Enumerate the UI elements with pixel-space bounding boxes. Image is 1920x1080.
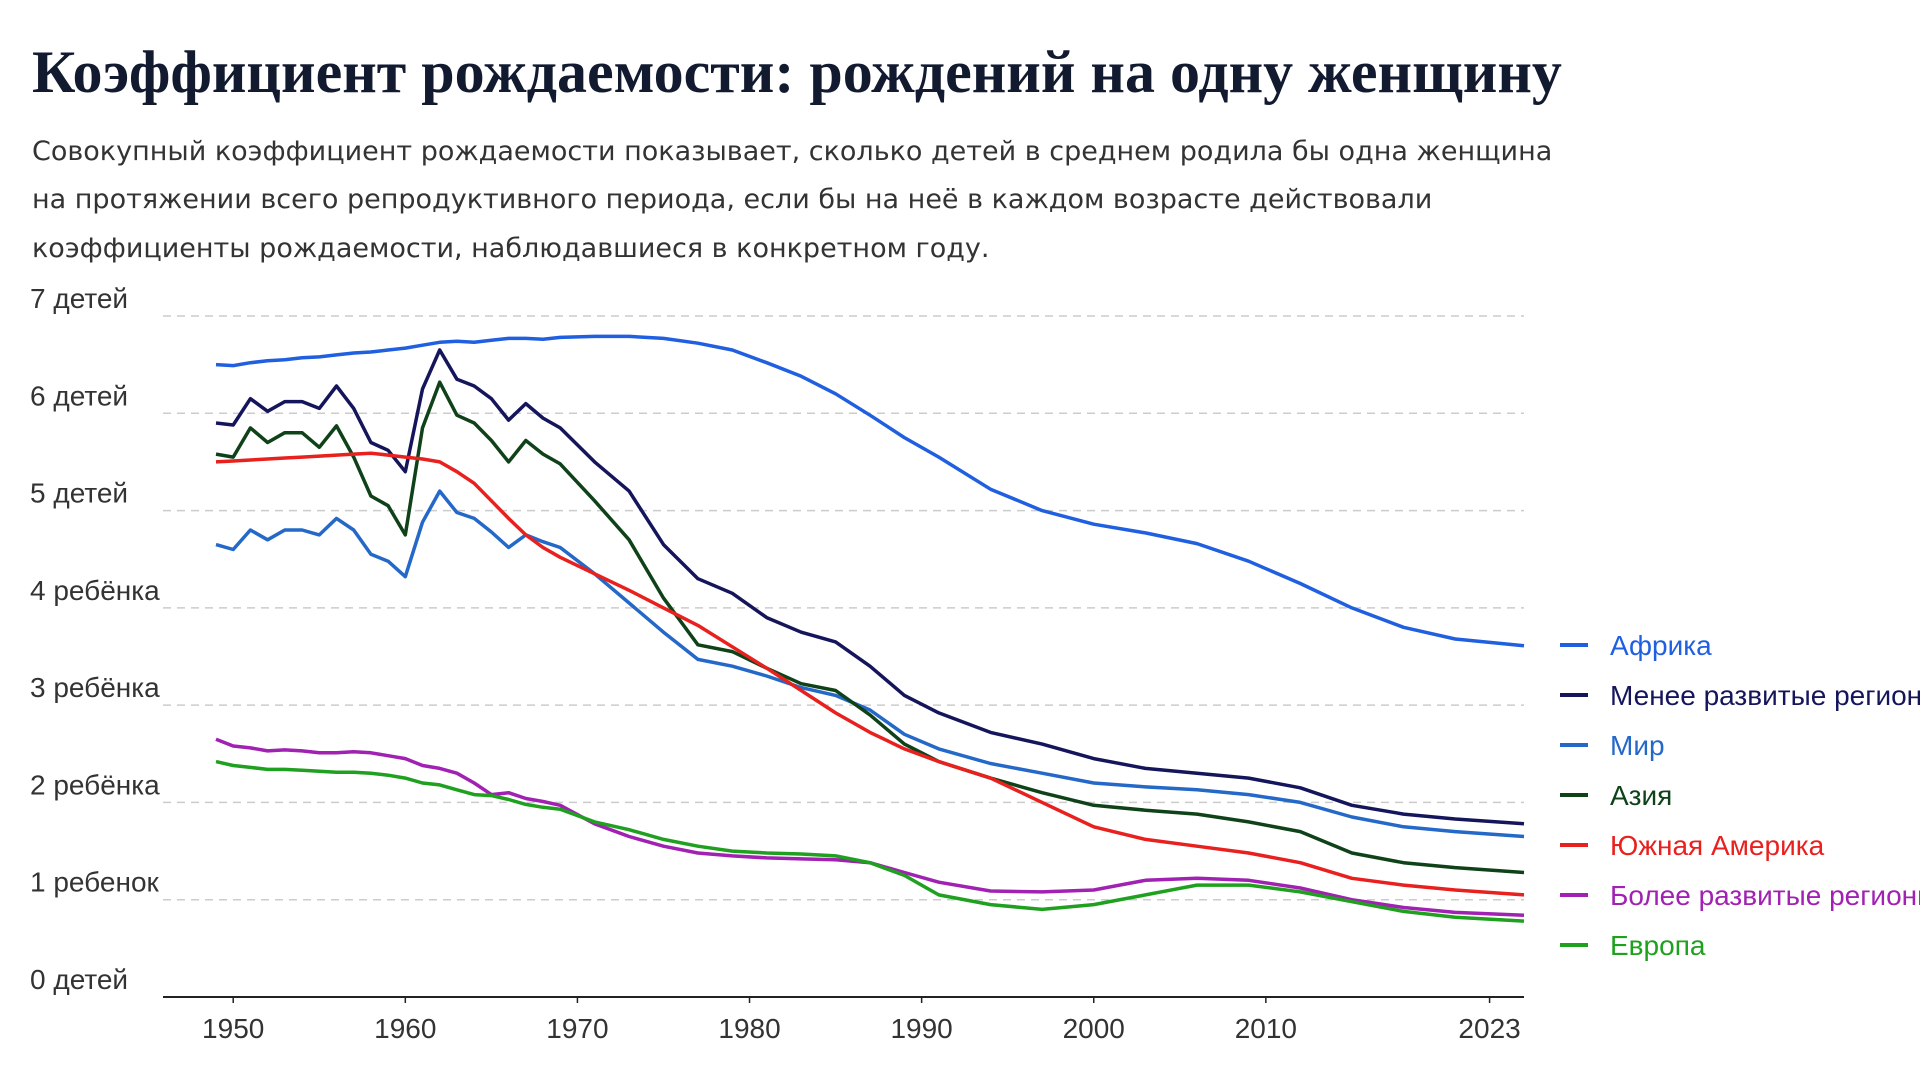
y-tick-label: 0 детей (30, 964, 128, 995)
y-tick-label: 1 ребенок (30, 867, 160, 898)
chart-title: Коэффициент рождаемости: рождений на одн… (32, 39, 1562, 105)
y-tick-label: 3 ребёнка (30, 672, 160, 703)
x-tick-label: 1960 (374, 1013, 436, 1044)
legend-label: Азия (1610, 780, 1672, 811)
x-tick-label: 1950 (202, 1013, 264, 1044)
x-tick-label: 2023 (1458, 1013, 1520, 1044)
y-tick-label: 7 детей (30, 283, 128, 314)
legend-label: Более развитые регионы (1610, 880, 1920, 911)
series-line (215, 451, 1525, 897)
series-line (215, 348, 1525, 826)
series-line (215, 737, 1525, 918)
subtitle: Совокупный коэффициент рождаемости показ… (32, 136, 1552, 167)
series-line (215, 489, 1525, 839)
x-tick-label: 2010 (1235, 1013, 1297, 1044)
y-tick-label: 4 ребёнка (30, 575, 160, 606)
legend-label: Европа (1610, 930, 1706, 961)
legend-label: Южная Америка (1610, 830, 1825, 861)
x-tick-label: 1980 (718, 1013, 780, 1044)
legend-label: Африка (1610, 630, 1712, 661)
x-tick-label: 2000 (1063, 1013, 1125, 1044)
x-tick-label: 1990 (890, 1013, 952, 1044)
series-line (215, 334, 1525, 648)
series-line (215, 380, 1525, 875)
subtitle: на протяжении всего репродуктивного пери… (32, 184, 1432, 215)
legend-label: Менее развитые регионы (1610, 680, 1920, 711)
series-line (215, 759, 1525, 923)
x-tick-label: 1970 (546, 1013, 608, 1044)
y-tick-label: 6 детей (30, 380, 128, 411)
subtitle: коэффициенты рождаемости, наблюдавшиеся … (32, 233, 989, 264)
y-tick-label: 2 ребёнка (30, 769, 160, 800)
y-tick-label: 5 детей (30, 478, 128, 509)
legend-label: Мир (1610, 730, 1665, 761)
